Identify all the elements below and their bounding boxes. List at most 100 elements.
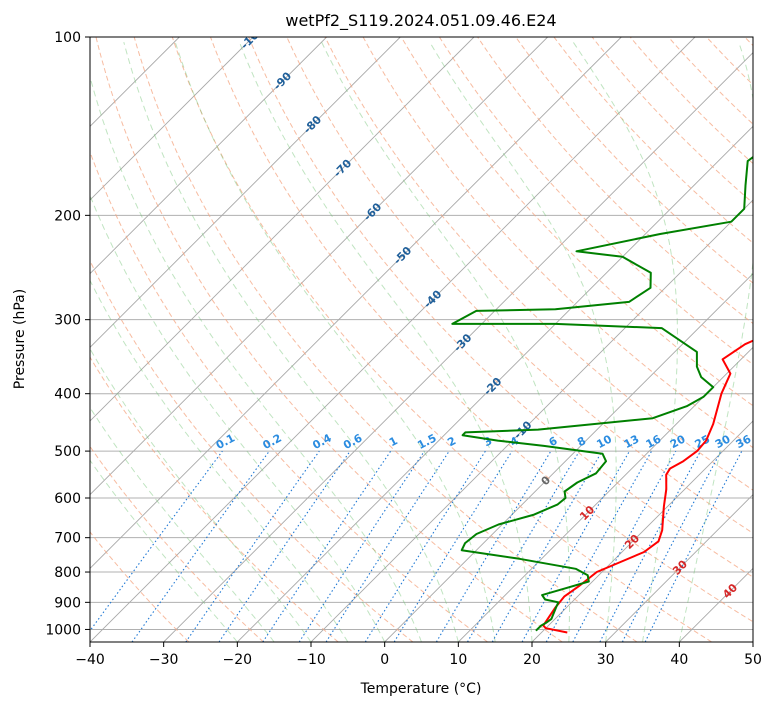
dry-adiabat-line bbox=[591, 37, 753, 204]
y-axis-label: Pressure (hPa) bbox=[12, 289, 28, 389]
isotherm-line bbox=[531, 420, 753, 642]
temperature-profile bbox=[542, 339, 753, 634]
dry-adiabat-line bbox=[248, 37, 753, 578]
dry-adiabat-line bbox=[744, 37, 753, 47]
dry-adiabat-line bbox=[90, 259, 414, 642]
mixing-ratio-line bbox=[572, 450, 677, 642]
chart-title: wetPf2_S119.2024.051.09.46.E24 bbox=[285, 11, 556, 31]
isotherm-line bbox=[605, 494, 753, 642]
mixing-ratio-label: 36 bbox=[734, 432, 754, 451]
dry-adiabat-line bbox=[668, 37, 753, 125]
moist-adiabat-line bbox=[90, 194, 386, 642]
x-tick-label: 30 bbox=[597, 652, 615, 668]
dry-adiabat-line bbox=[400, 37, 753, 407]
y-tick-label: 500 bbox=[54, 444, 81, 460]
isotherm-line bbox=[752, 641, 753, 642]
y-tick-label: 300 bbox=[54, 313, 81, 329]
moist-adiabat-line bbox=[678, 41, 753, 642]
mixing-ratio-label: 20 bbox=[668, 432, 688, 451]
isotherm-line bbox=[458, 346, 753, 642]
y-tick-label: 200 bbox=[54, 208, 81, 224]
isotherm-line bbox=[90, 37, 475, 422]
mixing-ratio-label: 2 bbox=[445, 434, 458, 449]
moist-adiabat-line bbox=[90, 74, 422, 642]
mixing-ratio-label: 30 bbox=[713, 432, 733, 451]
dry-adiabat-line bbox=[95, 37, 563, 642]
y-tick-label: 1000 bbox=[45, 622, 81, 638]
dry-adiabat-line bbox=[90, 531, 190, 642]
mixing-ratio-label: 0.1 bbox=[214, 431, 237, 452]
y-tick-label: 900 bbox=[54, 595, 81, 611]
isotherm-line bbox=[90, 37, 622, 569]
x-tick-label: 50 bbox=[744, 652, 762, 668]
isotherm-line bbox=[90, 37, 696, 642]
dry-adiabat-line bbox=[286, 37, 753, 534]
isotherm-line bbox=[679, 567, 753, 642]
x-tick-label: −30 bbox=[149, 652, 179, 668]
mixing-ratio-label: 0.6 bbox=[341, 431, 365, 452]
mixing-ratio-line bbox=[298, 450, 425, 642]
mixing-ratio-line bbox=[218, 450, 351, 642]
x-tick-label: 40 bbox=[670, 652, 688, 668]
moist-adiabat-line bbox=[90, 459, 238, 642]
dry-adiabat-line bbox=[171, 37, 712, 642]
dry-adiabat-line bbox=[90, 356, 339, 642]
x-axis-label: Temperature (°C) bbox=[360, 681, 482, 697]
isotherm-line bbox=[384, 273, 753, 642]
mixing-ratio-label: 0.4 bbox=[310, 431, 334, 452]
dry-adiabat-line bbox=[324, 37, 753, 491]
x-tick-label: −40 bbox=[75, 652, 105, 668]
mixing-ratio-line bbox=[90, 450, 223, 632]
dry-adiabat-line bbox=[90, 150, 488, 642]
y-tick-label: 600 bbox=[54, 491, 81, 507]
mixing-ratio-label: 1.5 bbox=[415, 431, 438, 452]
x-tick-label: 10 bbox=[449, 652, 467, 668]
moist-adiabat-line bbox=[123, 41, 459, 642]
moist-adiabat-line bbox=[174, 41, 496, 642]
isotherm-line bbox=[90, 37, 401, 348]
mixing-ratio-label: 8 bbox=[575, 434, 588, 449]
mixing-ratio-label: 3 bbox=[481, 434, 494, 449]
dry-adiabat-line bbox=[210, 37, 753, 623]
isotherm-line bbox=[237, 125, 753, 642]
mixing-ratio-label: 16 bbox=[644, 432, 664, 451]
moist-adiabat-line bbox=[90, 279, 349, 642]
x-axis: −40 −30 −20 −10 0 10 20 30 40 50 bbox=[75, 642, 762, 668]
line-labels: 0.1 0.2 0.4 0.6 1 1.5 2 3 4 6 8 10 13 16 20 25 30 36-100-… bbox=[214, 37, 754, 601]
mixing-ratio-line bbox=[435, 450, 552, 642]
mixing-ratio-line bbox=[467, 450, 580, 642]
mixing-ratio-line bbox=[325, 450, 450, 642]
isotherm-line bbox=[90, 37, 327, 275]
isotherm-line bbox=[90, 37, 254, 201]
mixing-ratio-line bbox=[262, 450, 392, 642]
moist-adiabat-line bbox=[321, 41, 571, 642]
y-tick-label: 400 bbox=[54, 387, 81, 403]
mixing-ratio-line bbox=[131, 450, 270, 642]
dry-adiabat-line bbox=[706, 37, 753, 86]
x-tick-label: 0 bbox=[380, 652, 389, 668]
isotherm-line bbox=[163, 52, 753, 642]
isotherm-line bbox=[90, 37, 548, 496]
mixing-ratio-line bbox=[545, 450, 653, 642]
dry-adiabat-line bbox=[133, 37, 638, 642]
dewpoint-profile bbox=[451, 155, 753, 632]
y-tick-label: 700 bbox=[54, 531, 81, 547]
isotherm-line bbox=[310, 199, 753, 642]
mixing-ratio-label: 13 bbox=[622, 432, 642, 451]
mixing-ratio-label: 0.2 bbox=[261, 431, 284, 452]
x-tick-label: 20 bbox=[523, 652, 541, 668]
moist-adiabat-line bbox=[238, 41, 533, 642]
dry-adiabat-line bbox=[477, 37, 753, 325]
mixing-ratio-line bbox=[393, 450, 513, 642]
y-tick-label: 100 bbox=[54, 30, 81, 46]
mixing-ratio-line bbox=[491, 450, 603, 642]
background-lines bbox=[90, 37, 753, 642]
mixing-ratio-label: 1 bbox=[387, 434, 400, 449]
mixing-ratio-label: 10 bbox=[594, 432, 614, 451]
mixing-ratio-line bbox=[185, 450, 320, 642]
mixing-ratio-line bbox=[364, 450, 486, 642]
moist-adiabat-line bbox=[429, 41, 617, 642]
dry-adiabat-line bbox=[90, 445, 264, 642]
mixing-ratio-line bbox=[521, 450, 630, 642]
x-tick-label: −10 bbox=[296, 652, 326, 668]
